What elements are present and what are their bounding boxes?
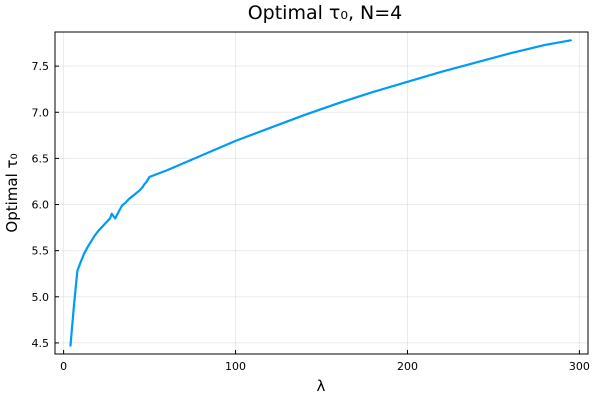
y-tick-label: 4.5 [32, 337, 50, 350]
chart-title: Optimal τ₀, N=4 [248, 2, 403, 24]
y-tick-label: 6.5 [32, 152, 50, 165]
y-tick-label: 5.0 [32, 291, 50, 304]
x-tick-label: 0 [60, 360, 67, 373]
x-tick-label: 200 [397, 360, 418, 373]
y-tick-label: 5.5 [32, 245, 50, 258]
x-tick-label: 100 [225, 360, 246, 373]
grid [55, 32, 588, 354]
y-axis-label: Optimal τ₀ [3, 153, 21, 232]
y-tick-label: 6.0 [32, 199, 50, 212]
x-tick-label: 300 [569, 360, 590, 373]
series-line [69, 39, 572, 347]
y-axis: 4.5 5.0 5.5 6.0 6.5 7.0 7.5 [32, 60, 59, 350]
x-axis-label: λ [317, 377, 326, 395]
plot-frame [54, 31, 589, 355]
y-tick-label: 7.0 [32, 106, 50, 119]
x-axis: 0 100 200 300 [60, 350, 590, 373]
y-tick-label: 7.5 [32, 60, 50, 73]
